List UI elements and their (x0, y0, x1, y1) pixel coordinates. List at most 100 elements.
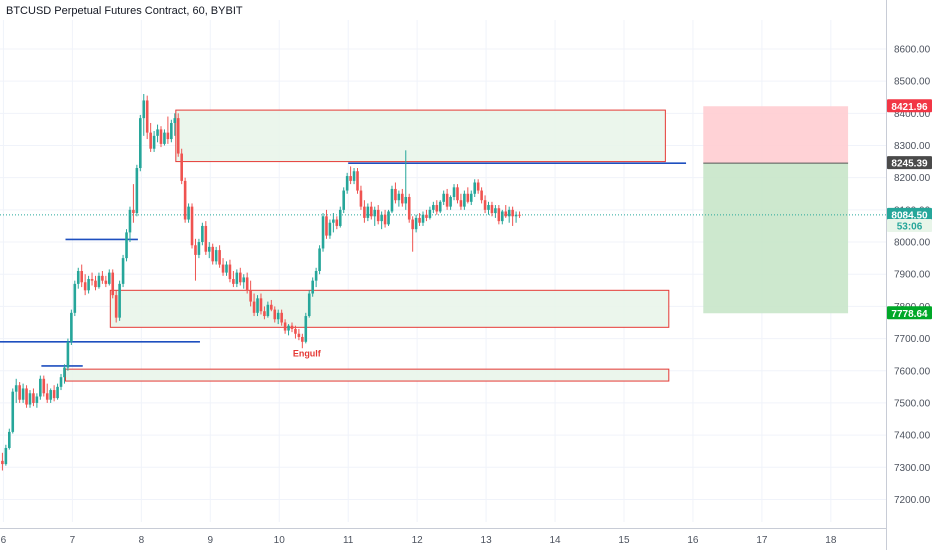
candle-body[interactable] (25, 388, 28, 405)
candle-body[interactable] (335, 219, 339, 226)
candle-body[interactable] (238, 272, 242, 283)
candle-body[interactable] (394, 188, 397, 201)
candle-body[interactable] (170, 122, 173, 140)
candle-body[interactable] (376, 209, 380, 222)
candle-body[interactable] (194, 245, 197, 255)
candle-body[interactable] (290, 325, 294, 329)
candle-body[interactable] (304, 316, 308, 342)
candle-body[interactable] (294, 328, 297, 334)
candle-body[interactable] (63, 367, 66, 378)
candle-body[interactable] (438, 201, 442, 212)
candle-body[interactable] (270, 304, 273, 310)
candle-body[interactable] (283, 322, 287, 331)
candle-body[interactable] (201, 225, 204, 243)
candle-body[interactable] (242, 277, 246, 283)
candle-body[interactable] (90, 279, 94, 281)
candle-body[interactable] (466, 193, 470, 202)
candle-body[interactable] (14, 385, 18, 392)
candle-body[interactable] (266, 304, 270, 317)
candle-body[interactable] (39, 378, 42, 397)
candle-body[interactable] (176, 118, 180, 154)
candle-body[interactable] (56, 386, 59, 399)
candle-body[interactable] (263, 311, 266, 317)
candle-body[interactable] (218, 250, 221, 265)
candle-body[interactable] (280, 312, 283, 323)
candle-body[interactable] (128, 209, 132, 233)
candle-body[interactable] (59, 377, 63, 387)
candle-body[interactable] (428, 209, 432, 218)
candle-body[interactable] (94, 280, 97, 288)
candle-body[interactable] (197, 242, 201, 255)
candle-body[interactable] (52, 390, 56, 399)
candle-body[interactable] (332, 219, 335, 223)
candle-body[interactable] (504, 211, 508, 217)
candle-body[interactable] (297, 333, 301, 337)
candle-body[interactable] (404, 196, 408, 204)
candle-body[interactable] (500, 211, 504, 222)
candle-body[interactable] (421, 214, 425, 223)
candle-body[interactable] (256, 298, 259, 313)
candle-body[interactable] (83, 282, 87, 291)
candle-body[interactable] (156, 129, 159, 136)
candle-body[interactable] (469, 193, 473, 202)
candle-body[interactable] (121, 258, 125, 284)
candle-body[interactable] (190, 206, 194, 246)
candle-body[interactable] (328, 222, 332, 236)
candle-body[interactable] (4, 447, 8, 465)
supply-demand-zone[interactable] (175, 109, 666, 163)
candle-body[interactable] (518, 214, 521, 216)
candle-body[interactable] (318, 248, 321, 271)
candle-body[interactable] (101, 275, 104, 281)
candle-body[interactable] (480, 190, 483, 201)
candle-body[interactable] (380, 214, 383, 222)
candle-body[interactable] (45, 393, 49, 400)
candle-body[interactable] (173, 118, 177, 123)
candle-body[interactable] (214, 250, 218, 262)
candle-body[interactable] (11, 391, 15, 432)
candle-body[interactable] (359, 190, 363, 207)
candle-body[interactable] (8, 431, 11, 448)
candle-body[interactable] (21, 388, 25, 400)
candle-body[interactable] (390, 188, 394, 212)
candle-body[interactable] (445, 193, 449, 207)
candle-body[interactable] (325, 216, 328, 236)
candle-body[interactable] (511, 209, 514, 217)
candle-body[interactable] (356, 171, 359, 191)
supply-demand-zone[interactable] (109, 289, 670, 328)
candle-body[interactable] (249, 290, 252, 302)
candle-body[interactable] (32, 393, 35, 403)
candle-body[interactable] (373, 209, 377, 217)
candle-body[interactable] (180, 153, 183, 181)
candle-body[interactable] (363, 206, 366, 218)
candle-body[interactable] (452, 187, 456, 197)
candle-body[interactable] (1, 460, 4, 465)
candle-body[interactable] (114, 295, 118, 318)
candle-body[interactable] (321, 216, 325, 249)
candle-body[interactable] (463, 193, 466, 207)
candle-body[interactable] (152, 135, 156, 149)
candle-body[interactable] (145, 100, 149, 133)
stop-loss-zone[interactable] (703, 106, 849, 164)
candle-body[interactable] (70, 312, 73, 342)
candle-body[interactable] (166, 132, 170, 140)
candle-body[interactable] (442, 193, 445, 202)
candle-body[interactable] (473, 182, 477, 194)
candle-body[interactable] (345, 176, 349, 191)
candle-body[interactable] (142, 100, 146, 119)
candle-body[interactable] (125, 232, 128, 259)
take-profit-zone[interactable] (703, 163, 849, 314)
candle-body[interactable] (225, 264, 228, 273)
candle-body[interactable] (432, 205, 435, 210)
candle-body[interactable] (28, 393, 32, 405)
candle-body[interactable] (97, 275, 101, 288)
candle-body[interactable] (252, 301, 256, 313)
candle-body[interactable] (311, 280, 314, 294)
candle-body[interactable] (314, 271, 318, 281)
candle-body[interactable] (187, 206, 190, 220)
candle-body[interactable] (307, 293, 311, 317)
candle-body[interactable] (411, 219, 414, 230)
candle-body[interactable] (366, 206, 370, 218)
candle-body[interactable] (287, 325, 290, 331)
candle-body[interactable] (111, 272, 115, 296)
supply-demand-zone[interactable] (65, 368, 670, 382)
